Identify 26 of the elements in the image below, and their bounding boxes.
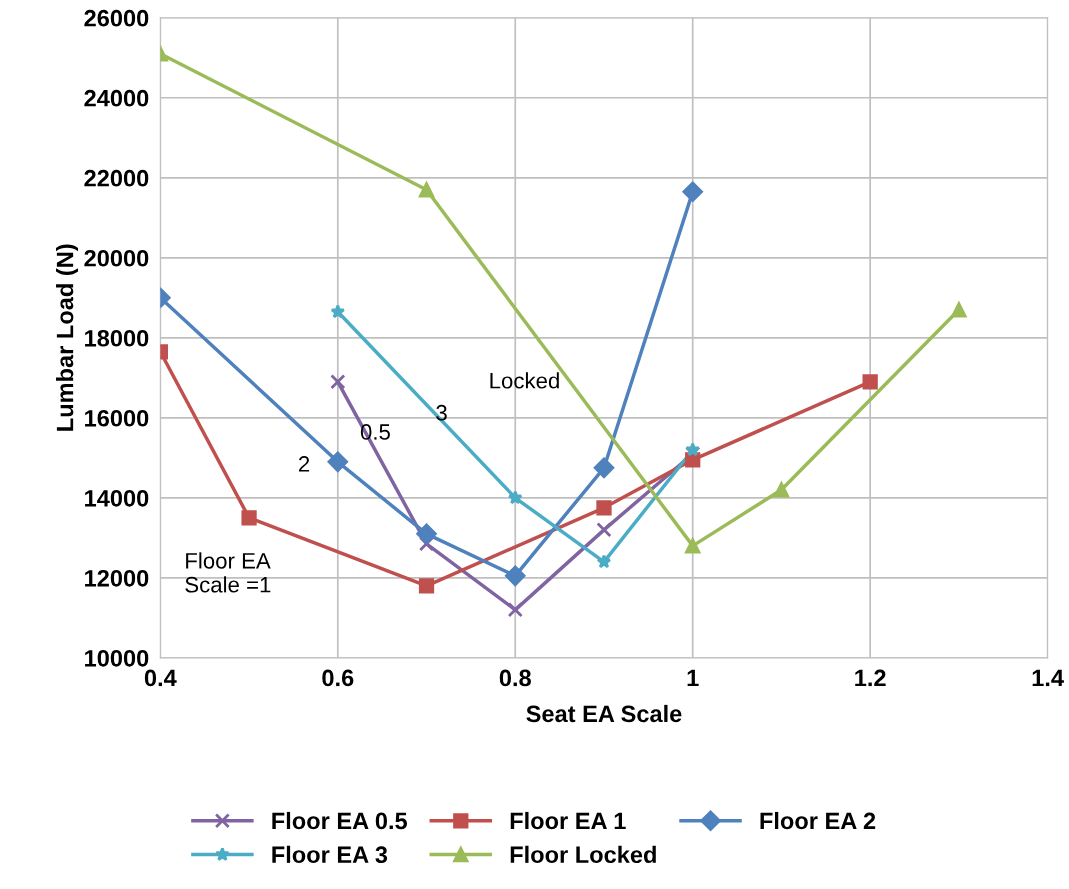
x-tick-label: 1.4	[1032, 669, 1064, 687]
x-tick-label: 0.6	[322, 669, 354, 687]
annotation: 3	[436, 404, 447, 421]
legend-label: Floor EA 3	[272, 845, 388, 864]
annotation: Floor EA Scale =1	[185, 552, 271, 593]
y-tick-label: 24000	[84, 89, 149, 107]
y-tick-label: 14000	[85, 489, 149, 507]
annotation: 2	[298, 456, 310, 472]
y-tick-label: 22000	[84, 169, 149, 187]
y-axis-title: Lumbar Load (N)	[56, 244, 79, 431]
x-tick-label: 1.2	[855, 669, 886, 687]
x-axis-title: Seat EA Scale	[526, 704, 682, 723]
y-tick-label: 16000	[85, 409, 149, 427]
annotation: Locked	[490, 372, 559, 389]
legend-label: Floor EA 2	[760, 811, 876, 830]
x-tick-label: 0.8	[499, 669, 531, 687]
y-tick-label: 26000	[84, 9, 149, 27]
y-tick-label: 12000	[85, 569, 149, 587]
x-tick-label: 0.4	[144, 669, 177, 687]
legend-label: Floor Locked	[510, 845, 656, 864]
y-tick-label: 18000	[85, 329, 149, 347]
legend-label: Floor EA 0.5	[272, 811, 408, 830]
y-tick-label: 10000	[85, 649, 149, 667]
x-tick-label: 1	[687, 669, 699, 687]
legend-label: Floor EA 1	[510, 811, 626, 830]
y-tick-label: 20000	[84, 249, 149, 267]
